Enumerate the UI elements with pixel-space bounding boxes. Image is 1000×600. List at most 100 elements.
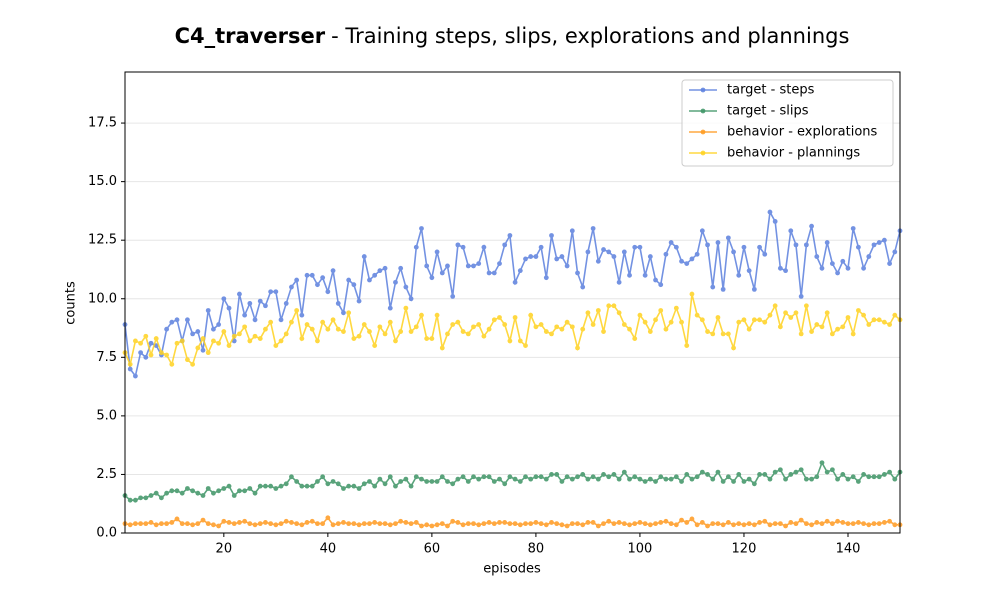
data-point [845,476,851,482]
data-point [221,329,227,334]
data-point [741,479,747,484]
data-point [855,479,861,484]
data-point [481,521,487,527]
data-point [268,521,274,527]
data-point [127,361,133,367]
data-point [679,319,684,325]
data-point [783,310,788,316]
data-point [356,486,362,491]
data-point [892,522,898,528]
data-point [174,488,180,494]
data-point [590,226,596,231]
data-point [601,329,606,334]
data-point [159,521,164,527]
data-point [174,516,180,522]
data-point [736,319,742,325]
data-point [632,244,638,250]
data-point [413,324,419,330]
data-point [325,326,331,332]
data-point [746,326,752,332]
data-point [772,521,778,527]
data-point [803,242,809,248]
data-point [299,336,305,341]
data-point [460,329,466,334]
data-point [679,258,684,264]
data-point [502,322,508,327]
data-point [211,522,216,528]
data-point [757,520,762,525]
data-point [554,324,560,330]
data-point [226,520,232,525]
data-point [710,476,716,482]
data-point [341,310,346,316]
data-point [419,523,424,529]
data-point [382,331,388,337]
data-point [543,329,549,334]
data-point [205,350,211,356]
data-point [205,521,211,527]
data-point [216,340,222,346]
data-point [497,315,502,320]
data-point [460,244,466,250]
data-point [205,486,211,491]
data-point [226,305,232,311]
data-point [315,338,320,344]
series [122,460,903,503]
data-point [185,521,190,527]
data-point [408,521,414,527]
data-point [471,474,476,480]
data-point [185,357,190,363]
data-point [783,523,788,529]
data-point [658,474,664,480]
data-point [783,476,788,482]
data-point [881,319,887,325]
data-point [720,331,726,337]
data-point [252,333,258,339]
data-point [481,333,487,339]
data-point [429,275,435,281]
data-point [226,483,232,489]
data-point [621,469,627,475]
data-point [658,282,664,288]
data-point [289,319,294,325]
data-point [127,497,133,503]
data-point [346,310,352,316]
data-point [179,490,185,496]
legend-label: target - slips [727,104,809,119]
data-point [575,474,580,480]
data-point [393,338,398,344]
data-point [481,474,487,480]
data-point [304,322,310,327]
data-point [216,523,222,529]
data-point [814,520,820,525]
data-point [783,268,788,274]
data-point [341,486,346,491]
data-point [559,254,565,259]
data-point [580,522,586,528]
data-point [627,522,632,528]
data-point [575,521,580,527]
data-point [185,317,190,323]
data-point [684,343,690,349]
data-point [289,520,294,525]
data-point [299,312,305,318]
data-point [304,272,310,278]
data-point [757,317,762,323]
data-point [762,518,768,524]
data-point [356,522,362,528]
data-point [486,474,492,480]
data-point [663,251,669,257]
data-point [647,254,653,259]
legend-marker [700,108,706,114]
data-point [315,479,320,484]
data-point [387,305,393,311]
data-point [710,521,716,527]
data-point [377,521,383,527]
series [122,291,903,367]
data-point [403,305,409,311]
data-point [866,254,872,259]
data-point [762,251,768,257]
data-point [356,333,362,339]
data-point [892,312,898,318]
data-point [590,520,596,525]
